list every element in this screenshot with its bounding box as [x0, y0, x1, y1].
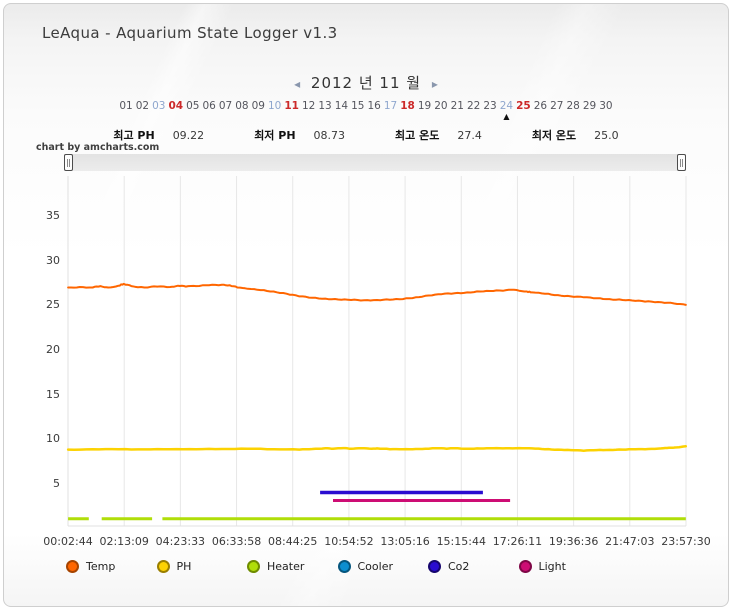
- calendar-day-05[interactable]: 05: [186, 100, 200, 112]
- stat-item: 최고 PH 09.22: [113, 127, 204, 143]
- stat-item: 최저 PH 08.73: [254, 127, 345, 143]
- stat-value: 27.4: [457, 129, 482, 142]
- calendar-day-18[interactable]: 18: [400, 100, 415, 112]
- calendar-day-11[interactable]: 11: [284, 100, 299, 112]
- prev-month-icon[interactable]: ◂: [294, 77, 301, 91]
- calendar-day-08[interactable]: 08: [235, 100, 249, 112]
- calendar-day-03[interactable]: 03: [152, 100, 166, 112]
- legend-bullet-icon: [518, 560, 532, 573]
- y-tick-label: 10: [46, 432, 60, 446]
- x-tick-label: 21:47:03: [605, 535, 655, 548]
- x-tick-label: 17:26:11: [492, 535, 543, 548]
- stat-value: 25.0: [594, 129, 619, 142]
- x-tick-label: 19:36:36: [548, 535, 599, 548]
- calendar-day-20[interactable]: 20: [434, 100, 448, 112]
- scrollbar-left-handle[interactable]: [64, 154, 73, 171]
- legend-label: Co2: [448, 560, 470, 573]
- legend-item-cooler[interactable]: Cooler: [337, 560, 394, 573]
- calendar-day-14[interactable]: 14: [334, 100, 349, 112]
- legend-label: PH: [176, 560, 192, 573]
- calendar-day-29[interactable]: 29: [582, 100, 597, 112]
- y-tick-label: 25: [46, 298, 60, 312]
- legend-bullet-icon: [66, 560, 79, 573]
- legend-bullet-icon: [428, 560, 441, 573]
- calendar-day-09[interactable]: 09: [251, 100, 265, 112]
- series-line-temp: [67, 282, 687, 306]
- legend-item-temp[interactable]: Temp: [66, 560, 115, 573]
- calendar-day-27[interactable]: 27: [550, 100, 564, 112]
- x-tick-label: 06:33:58: [211, 535, 262, 548]
- calendar-month-label: 2012 년 11 월: [310, 74, 422, 92]
- series-line-ph: [66, 445, 688, 452]
- legend-bullet-icon: [337, 560, 351, 573]
- next-month-icon[interactable]: ▸: [431, 77, 438, 91]
- selected-day-marker-icon: ▲: [503, 112, 510, 121]
- stat-value: 09.22: [172, 129, 205, 142]
- calendar-day-24[interactable]: 24 ▲: [499, 100, 514, 121]
- x-tick-label: 08:44:25: [268, 535, 318, 548]
- calendar-days-row: 01 02 03 04 05 06 07 08 09 10 11 12 13 14 15 16 17 18 19 20…: [4, 100, 728, 121]
- x-tick-label: 15:15:44: [436, 535, 486, 548]
- x-tick-label: 13:05:16: [380, 535, 430, 548]
- calendar-day-16[interactable]: 16: [367, 100, 381, 112]
- stats-row: 최고 PH 09.22 최저 PH 08.73 최고 온도 27.4 최저 온도 25.0: [4, 127, 728, 143]
- calendar-day-04[interactable]: 04: [168, 100, 184, 112]
- chart-plot-area[interactable]: [4, 170, 729, 550]
- stat-label: 최저 온도: [531, 129, 577, 142]
- legend-label: Light: [538, 560, 566, 573]
- y-tick-label: 30: [46, 253, 60, 267]
- calendar-day-30[interactable]: 30: [599, 100, 613, 112]
- calendar-day-02[interactable]: 02: [135, 100, 150, 112]
- calendar-day-21[interactable]: 21: [450, 100, 464, 112]
- scrollbar-right-handle[interactable]: [677, 154, 686, 171]
- stat-item: 최저 온도 25.0: [532, 127, 619, 143]
- stat-label: 최고 온도: [395, 129, 440, 142]
- legend-item-co2[interactable]: Co2: [428, 560, 469, 573]
- x-tick-label: 10:54:52: [324, 535, 374, 548]
- y-tick-label: 35: [46, 209, 60, 222]
- legend-label: Cooler: [357, 560, 394, 573]
- calendar-day-23[interactable]: 23: [483, 100, 497, 112]
- calendar-day-25[interactable]: 25: [516, 100, 531, 112]
- y-tick-label: 20: [46, 343, 60, 356]
- chart-scrollbar[interactable]: [64, 154, 686, 171]
- x-tick-label: 23:57:30: [661, 535, 711, 548]
- calendar-day-01[interactable]: 01: [119, 100, 133, 112]
- x-tick-label: 02:13:09: [99, 535, 149, 548]
- y-tick-label: 5: [53, 477, 60, 490]
- calendar-day-07[interactable]: 07: [218, 100, 233, 112]
- legend-bullet-icon: [156, 560, 170, 573]
- calendar-day-13[interactable]: 13: [318, 100, 332, 112]
- stat-label: 최고 PH: [113, 129, 155, 142]
- calendar-day-06[interactable]: 06: [202, 100, 216, 112]
- x-tick-label: 04:23:33: [155, 535, 206, 548]
- stat-label: 최저 PH: [254, 129, 296, 142]
- calendar-day-17[interactable]: 17: [383, 100, 398, 112]
- calendar-day-28[interactable]: 28: [566, 100, 580, 112]
- legend-label: Temp: [86, 560, 116, 573]
- page-title: LeAqua - Aquarium State Logger v1.3: [42, 24, 338, 42]
- legend-item-ph[interactable]: PH: [156, 560, 192, 573]
- amcharts-watermark[interactable]: chart by amcharts.com: [36, 142, 160, 153]
- calendar-day-12[interactable]: 12: [302, 100, 316, 112]
- calendar-day-19[interactable]: 19: [417, 100, 432, 112]
- calendar-day-15[interactable]: 15: [351, 100, 365, 112]
- calendar-day-10[interactable]: 10: [268, 100, 282, 112]
- legend-item-light[interactable]: Light: [518, 560, 566, 573]
- calendar-header: ◂ 2012 년 11 월 ▸: [4, 72, 728, 93]
- x-tick-label: 00:02:44: [43, 535, 93, 548]
- legend-label: Heater: [267, 560, 305, 573]
- calendar-day-26[interactable]: 26: [533, 100, 548, 112]
- legend-item-heater[interactable]: Heater: [247, 560, 304, 573]
- legend-bullet-icon: [247, 560, 260, 573]
- chart-legend: Temp PH Heater Cooler Co2 Light: [4, 560, 728, 582]
- y-tick-label: 15: [46, 387, 60, 401]
- stat-item: 최고 온도 27.4: [395, 127, 482, 143]
- calendar-day-22[interactable]: 22: [467, 100, 481, 112]
- stat-value: 08.73: [313, 129, 346, 142]
- app-card: LeAqua - Aquarium State Logger v1.3 ◂ 20…: [3, 3, 729, 607]
